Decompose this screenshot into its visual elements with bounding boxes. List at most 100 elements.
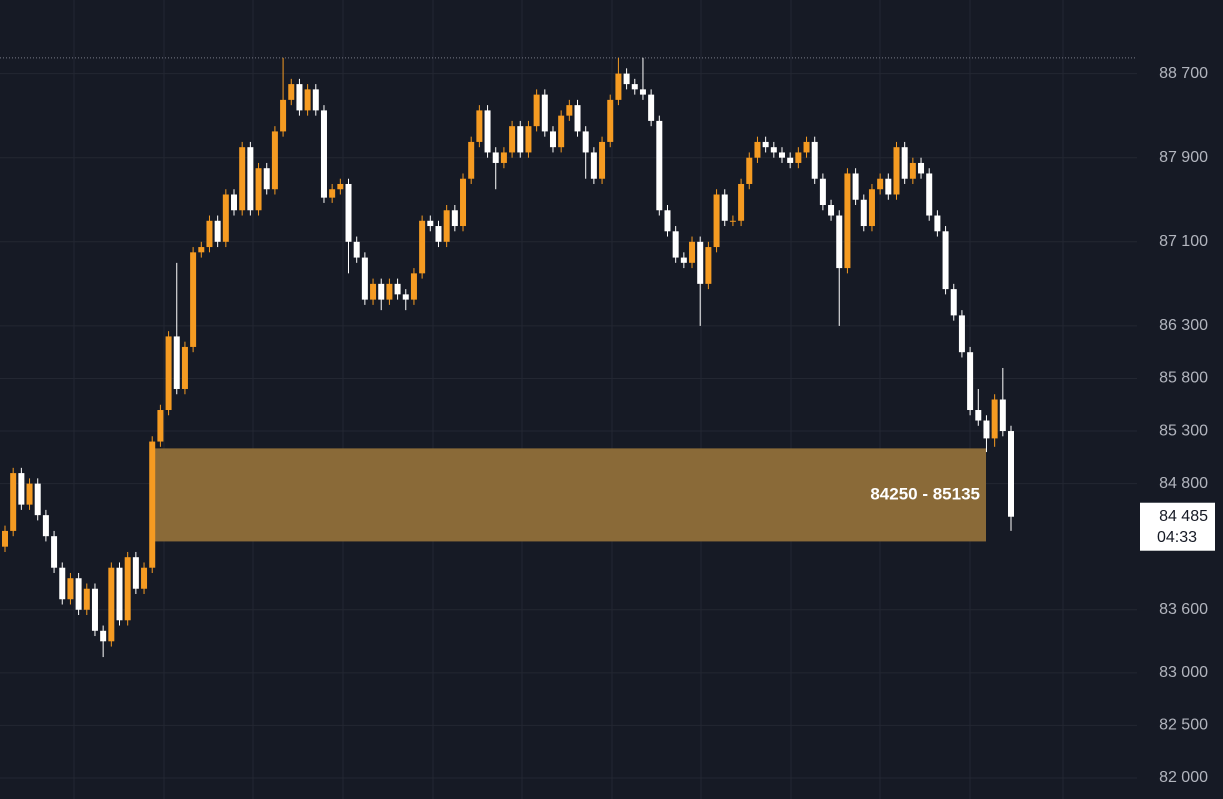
candle-body [18, 473, 25, 505]
candle-body [950, 289, 957, 316]
price-tag-value: 84 485 [1159, 508, 1208, 525]
candle-body [329, 189, 336, 198]
candle-body [500, 152, 507, 163]
candle-body [648, 94, 655, 121]
candle-body [582, 131, 589, 153]
candle-body [754, 141, 761, 158]
y-tick-label: 83 000 [1159, 664, 1208, 681]
candle-body [533, 94, 540, 127]
candle-body [975, 410, 982, 421]
candle-body [100, 630, 107, 642]
candle-body [517, 126, 524, 153]
candle-body [541, 94, 548, 132]
candle-body [181, 346, 188, 389]
candle-body [819, 178, 826, 206]
y-tick-label: 82 500 [1159, 717, 1208, 734]
candle-body [206, 220, 213, 248]
candle-body [672, 231, 679, 258]
candle-body [132, 557, 139, 589]
candle-body [75, 578, 82, 610]
candle-body [443, 210, 450, 242]
candle-body [165, 336, 172, 411]
candle-body [615, 73, 622, 100]
candle-body [599, 141, 606, 179]
candle-body [803, 141, 810, 153]
candle-body [460, 178, 467, 227]
support-zone [153, 448, 986, 542]
candle-body [222, 194, 229, 242]
candle-body [844, 173, 851, 269]
candle-body [893, 147, 900, 195]
candle-body [116, 567, 123, 621]
candle-body [214, 220, 221, 242]
candle-body [288, 84, 295, 100]
candle-body [312, 89, 319, 111]
candle-body [394, 283, 401, 295]
candle-body [451, 210, 458, 227]
candle-body [410, 273, 417, 300]
candle-body [51, 536, 58, 568]
candle-body [901, 147, 908, 179]
candle-body [991, 399, 998, 439]
candle-body [934, 215, 941, 232]
candle-body [198, 247, 205, 253]
candle-body [2, 530, 8, 547]
candle-body [34, 483, 41, 516]
candle-body [664, 210, 671, 232]
price-tag [1140, 502, 1215, 551]
y-tick-label: 87 100 [1159, 233, 1208, 250]
candle-body [811, 141, 818, 179]
candle-body [778, 152, 785, 158]
candle-body [639, 89, 646, 95]
candle-body [926, 173, 933, 216]
candle-body [607, 99, 614, 142]
candle-body [59, 567, 66, 600]
candle-body [656, 120, 663, 211]
candle-body [42, 515, 49, 537]
y-tick-label: 85 300 [1159, 422, 1208, 439]
candle-body [574, 105, 581, 132]
candle-body [566, 105, 573, 116]
candle-body [190, 252, 197, 347]
candle-body [370, 283, 377, 300]
candle-body [353, 241, 360, 258]
y-tick-label: 86 300 [1159, 317, 1208, 334]
candle-body [868, 189, 875, 227]
y-tick-label: 84 800 [1159, 475, 1208, 492]
candle-body [729, 220, 736, 222]
candle-body [296, 84, 303, 111]
candle-body [983, 420, 990, 439]
candle-body [402, 294, 409, 300]
candle-body [549, 131, 556, 148]
candle-body [918, 162, 925, 174]
candle-body [271, 131, 278, 190]
candle-body [484, 110, 491, 153]
candle-body [427, 220, 434, 227]
candle-body [247, 147, 254, 211]
candle-body [419, 220, 426, 274]
candle-body [108, 567, 115, 642]
candle-body [263, 168, 270, 190]
candle-body [320, 110, 327, 198]
candle-body [631, 84, 638, 90]
candle-body [885, 178, 892, 195]
candle-body [738, 183, 745, 221]
candle-body [680, 257, 687, 263]
price-tag-countdown: 04:33 [1157, 529, 1197, 546]
candle-body [590, 152, 597, 179]
candle-body [91, 588, 98, 631]
candle-body [149, 441, 156, 568]
candle-body [67, 578, 74, 600]
candle-body [721, 194, 728, 221]
candle-body [713, 194, 720, 248]
candle-body [386, 283, 393, 300]
candle-body [787, 157, 794, 163]
y-tick-label: 82 000 [1159, 769, 1208, 786]
candle-body [558, 115, 565, 148]
candle-body [239, 147, 246, 211]
candle-body [795, 152, 802, 163]
candle-body [762, 141, 769, 148]
candle-body [967, 352, 974, 411]
candle-body [26, 483, 33, 505]
